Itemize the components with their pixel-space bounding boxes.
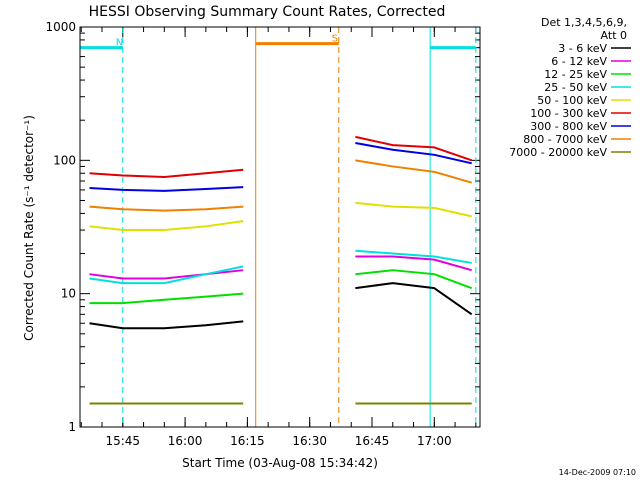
legend-label: 7000 - 20000 keV (509, 146, 607, 159)
y-axis-label: Corrected Count Rate (s⁻¹ detector⁻¹) (22, 115, 36, 341)
legend-label: 12 - 25 keV (544, 68, 607, 81)
plot-frame (79, 26, 481, 428)
series-line (355, 255, 472, 272)
series-line (355, 141, 472, 165)
x-tick-label: 15:45 (105, 434, 140, 448)
x-tick-label: 16:15 (230, 434, 265, 448)
series-line (89, 265, 244, 285)
series-line (355, 282, 473, 316)
series-line (355, 159, 472, 184)
series-line (89, 220, 244, 232)
series-line (355, 201, 472, 218)
legend-header-1: Det 1,3,4,5,6,9, (541, 16, 627, 29)
x-tick-label: 17:00 (417, 434, 452, 448)
series-line (89, 186, 244, 192)
y-tick-label: 1 (68, 420, 76, 434)
legend-label: 800 - 7000 keV (523, 133, 607, 146)
footer-date: 14-Dec-2009 07:10 (559, 468, 636, 477)
x-tick-label: 16:45 (355, 434, 390, 448)
x-axis-label: Start Time (03-Aug-08 15:34:42) (182, 456, 378, 470)
x-tick-label: 16:30 (292, 434, 327, 448)
chart-title: HESSI Observing Summary Count Rates, Cor… (89, 4, 446, 20)
series-line (89, 292, 244, 305)
legend-label: 300 - 800 keV (530, 120, 607, 133)
flag-label: S (332, 34, 338, 45)
legend-label: 25 - 50 keV (544, 81, 607, 94)
y-tick-label: 1000 (45, 20, 76, 34)
series-line (89, 168, 244, 178)
series-line (355, 135, 473, 162)
legend-header-2: Att 0 (601, 29, 627, 42)
flag-label: N (116, 38, 123, 49)
legend-label: 50 - 100 keV (537, 94, 607, 107)
legend-label: 100 - 300 keV (530, 107, 607, 120)
series-line (355, 269, 473, 290)
series-line (89, 320, 244, 330)
x-tick-label: 16:00 (168, 434, 203, 448)
series-line (89, 205, 244, 212)
series-line (355, 249, 472, 264)
legend-label: 3 - 6 keV (558, 42, 607, 55)
y-tick-label: 100 (53, 153, 76, 167)
y-tick-label: 10 (61, 287, 76, 301)
series-line (89, 269, 244, 280)
legend-label: 6 - 12 keV (551, 55, 607, 68)
